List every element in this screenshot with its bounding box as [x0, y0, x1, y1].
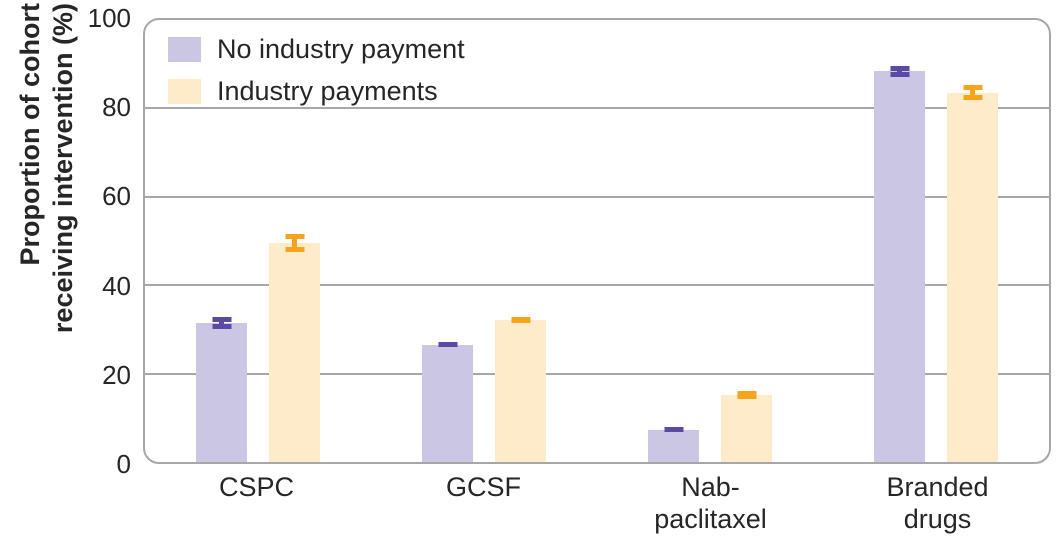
- error-bar-cap-bottom: [212, 323, 231, 329]
- y-tick-label-20: 20: [102, 359, 131, 390]
- error-bar-cap-bottom: [285, 246, 304, 252]
- error-bar-no-industry-payment-cspc: [212, 317, 231, 329]
- legend-swatch-industry-payments: [168, 78, 201, 104]
- error-bar-no-industry-payment-branded-drugs: [890, 65, 909, 77]
- gridline-80: [145, 107, 1049, 110]
- x-label-line: paclitaxel: [654, 504, 767, 534]
- x-label-line: drugs: [903, 504, 972, 534]
- error-bar-stem: [970, 85, 975, 100]
- x-label-branded-drugs: Branded drugs: [886, 471, 988, 535]
- legend-item-no-industry-payment: No industry payment: [168, 28, 465, 70]
- error-bar-industry-payments-branded-drugs: [963, 85, 982, 100]
- gridline-60: [145, 195, 1049, 198]
- legend-swatch-no-industry-payment: [168, 36, 201, 62]
- x-axis-category-labels: CSPC GCSF Nab-paclitaxel Branded drugs: [143, 471, 1051, 537]
- error-bar-stem: [897, 65, 902, 77]
- error-bar-industry-payments-gcsf: [511, 317, 530, 323]
- bar-no-industry-payment-nab-paclitaxel: [648, 430, 699, 462]
- error-bar-cap-bottom: [438, 342, 457, 348]
- y-axis-tick-labels: 0 20 40 60 80 100: [0, 3, 131, 479]
- bar-industry-payments-nab-paclitaxel: [721, 395, 772, 462]
- error-bar-cap-bottom: [737, 394, 756, 400]
- y-tick-label-0: 0: [116, 449, 131, 479]
- legend-item-industry-payments: Industry payments: [168, 70, 465, 112]
- y-tick-label-60: 60: [102, 181, 131, 212]
- x-label-cspc: CSPC: [219, 471, 294, 503]
- error-bar-no-industry-payment-gcsf: [438, 342, 457, 348]
- x-label-line: Branded: [886, 472, 989, 502]
- plot-inner-area: [145, 20, 1049, 462]
- gridline-20: [145, 372, 1049, 375]
- y-tick-label-100: 100: [87, 3, 131, 33]
- x-label-nab-paclitaxel: Nab-paclitaxel: [654, 471, 767, 535]
- x-label-line: CSPC: [218, 472, 295, 502]
- error-bar-stem: [292, 233, 297, 252]
- gridline-40: [145, 284, 1049, 287]
- error-bar-cap-bottom: [963, 94, 982, 100]
- x-label-line: Nab-: [681, 472, 740, 502]
- legend-label-no-industry-payment: No industry payment: [217, 33, 465, 64]
- legend: No industry payment Industry payments: [168, 28, 465, 112]
- bar-industry-payments-branded-drugs: [947, 92, 998, 462]
- error-bar-industry-payments-nab-paclitaxel: [737, 391, 756, 400]
- y-tick-label-80: 80: [102, 92, 131, 123]
- plot-area: No industry payment Industry payments: [143, 18, 1051, 464]
- bar-no-industry-payment-cspc: [196, 322, 247, 462]
- error-bar-no-industry-payment-nab-paclitaxel: [664, 426, 683, 432]
- bar-industry-payments-gcsf: [495, 320, 546, 462]
- error-bar-cap-bottom: [511, 317, 530, 323]
- y-tick-label-40: 40: [102, 270, 131, 301]
- bar-no-industry-payment-gcsf: [422, 344, 473, 462]
- error-bar-stem: [219, 317, 224, 329]
- x-label-line: GCSF: [445, 472, 522, 502]
- bar-industry-payments-cspc: [269, 242, 320, 462]
- legend-label-industry-payments: Industry payments: [217, 75, 438, 106]
- bar-no-industry-payment-branded-drugs: [874, 71, 925, 462]
- error-bar-cap-bottom: [890, 71, 909, 77]
- error-bar-cap-bottom: [664, 426, 683, 432]
- x-label-gcsf: GCSF: [446, 471, 521, 503]
- error-bar-industry-payments-cspc: [285, 233, 304, 252]
